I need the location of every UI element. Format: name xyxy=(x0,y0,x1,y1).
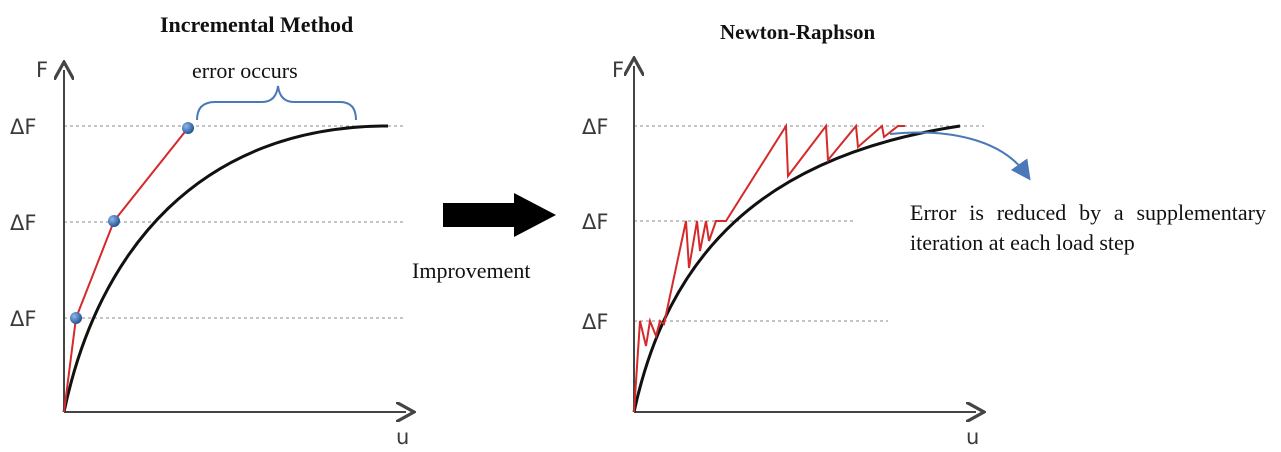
load-step-label: ΔF xyxy=(10,307,36,331)
y-axis-label: F xyxy=(612,58,624,82)
improvement-arrow xyxy=(443,193,556,237)
increment-point xyxy=(108,215,120,227)
x-axis-label: u xyxy=(966,425,979,449)
load-step-label: ΔF xyxy=(10,211,36,235)
true-response-curve xyxy=(62,124,389,413)
x-axis-label: u xyxy=(396,425,409,449)
load-step-label: ΔF xyxy=(582,115,608,139)
newton-raphson-chart: F u ΔF ΔF ΔF xyxy=(582,58,1031,449)
y-axis-label: F xyxy=(36,58,48,82)
newton-raphson-title: Newton-Raphson xyxy=(720,20,876,44)
load-step-label: ΔF xyxy=(582,310,608,334)
error-occurs-label: error occurs xyxy=(192,58,298,83)
newton-raphson-iterations xyxy=(633,122,905,413)
error-brace xyxy=(196,85,357,121)
increment-point xyxy=(70,312,82,324)
true-response-curve xyxy=(632,124,961,413)
improvement-label: Improvement xyxy=(412,258,531,283)
load-step-label: ΔF xyxy=(10,115,36,139)
callout-arrow xyxy=(889,131,1031,181)
incremental-method-title: Incremental Method xyxy=(160,12,354,37)
increment-point xyxy=(182,122,194,134)
incremental-approximation xyxy=(63,127,189,413)
load-step-label: ΔF xyxy=(582,210,608,234)
error-reduction-note: Error is reduced by a supplementary iter… xyxy=(910,200,1266,255)
incremental-method-chart: F u ΔF ΔF ΔF xyxy=(10,58,409,449)
